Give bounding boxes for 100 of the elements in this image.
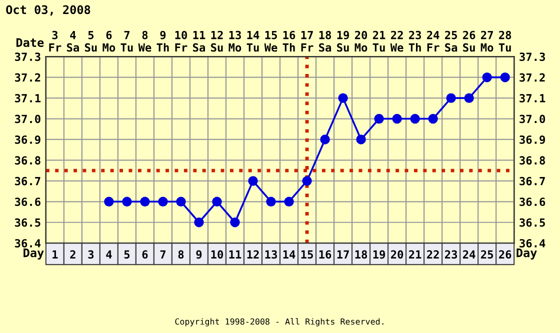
x-tick-label: 17 Fr [301, 30, 314, 52]
x2-tick-label: 1 [52, 250, 58, 258]
point [212, 196, 222, 207]
x2-tick-label: 15 [301, 250, 313, 259]
x-tick-label: 19 Su [337, 30, 349, 52]
x2-tick-label: 26 [499, 250, 512, 259]
x2-tick-label: 25 [481, 250, 494, 259]
text: Copyright 1998-2008 - All Rights Reserved. [175, 318, 384, 326]
x2-tick-label: 18 [355, 250, 368, 259]
y2-tick-label: 37.0 [520, 114, 546, 124]
x-tick-label: 16 Th [282, 30, 296, 52]
x2-tick-label: 22 [426, 250, 439, 258]
x-tick-label: 21 Tu [372, 30, 386, 52]
x-tick-label: 7 Tu [120, 30, 133, 52]
text: Day [516, 248, 537, 260]
x-tick-label: 14 Tu [246, 30, 260, 52]
x-tick-label: 12 Su [210, 30, 223, 52]
x2-tick-label: 21 [408, 250, 422, 258]
x2-tick-label: 5 [124, 250, 130, 259]
y2-tick-label: 36.8 [520, 156, 545, 165]
y-tick-label: 36.8 [14, 156, 40, 165]
x-tick-label: 13 Mo [228, 30, 242, 52]
y2-tick-label: 36.7 [520, 176, 545, 186]
x2-tick-label: 13 [265, 250, 277, 259]
x2-tick-label: 16 [319, 250, 332, 259]
point [284, 196, 294, 207]
x-tick-label: 25 Sa [444, 30, 458, 52]
point [446, 93, 456, 103]
point [194, 218, 204, 228]
point [140, 196, 150, 207]
x-tick-label: 9 Th [156, 30, 169, 52]
point [122, 196, 132, 207]
x2-tick-label: 7 [160, 250, 166, 258]
x-tick-label: 11 Sa [192, 30, 206, 52]
y-tick-label: 37.0 [14, 114, 40, 124]
point [410, 114, 420, 124]
x-tick-label: 10 Fr [175, 30, 188, 52]
y2-tick-label: 37.3 [520, 52, 545, 61]
point [266, 196, 276, 207]
x2-tick-label: 20 [390, 250, 404, 259]
x-axis-title: Date [16, 38, 44, 47]
chart-title: Oct 03, 2008 [6, 5, 90, 16]
x-tick-label: 6 Mo [102, 30, 116, 52]
x-tick-label: 15 We [264, 30, 278, 52]
x-tick-label: 28 Tu [498, 30, 512, 52]
x-tick-label: 22 We [390, 30, 404, 52]
y2-tick-label: 37.1 [520, 94, 546, 102]
x-tick-label: 5 Su [84, 30, 97, 52]
y2-tick-label: 36.5 [520, 218, 545, 227]
y-tick-label: 36.9 [14, 135, 40, 144]
x2-tick-label: 14 [283, 250, 296, 258]
x2-tick-label: 2 [70, 250, 76, 258]
x2-tick-label: 23 [444, 250, 458, 259]
y-tick-label: 37.2 [14, 73, 40, 82]
point [482, 72, 492, 82]
y-tick-label: 36.7 [14, 176, 40, 186]
x-tick-label: 8 We [138, 30, 152, 52]
x2-tick-label: 6 [142, 250, 148, 259]
point [104, 196, 114, 207]
point [248, 176, 258, 186]
y2-tick-label: 36.4 [520, 239, 546, 248]
y-tick-label: 36.6 [14, 198, 40, 206]
y2-tick-label: 36.6 [520, 198, 546, 206]
x2-tick-label: 12 [247, 250, 259, 258]
point [500, 72, 510, 82]
point [392, 114, 402, 124]
point [428, 114, 438, 124]
y-tick-label: 37.3 [14, 52, 40, 61]
x2-tick-label: 3 [88, 250, 94, 259]
y-tick-label: 36.5 [14, 218, 40, 227]
point [302, 176, 312, 186]
x-tick-label: 18 Sa [319, 30, 332, 52]
x2-tick-label: 4 [106, 250, 112, 258]
y2-tick-label: 37.2 [520, 73, 545, 82]
x2-tick-label: 17 [337, 250, 349, 258]
x2-axis-title: Day [24, 248, 44, 260]
point [158, 196, 168, 207]
x-tick-label: 23 Th [408, 30, 422, 52]
x-tick-label: 26 Su [463, 30, 476, 52]
x-tick-label: 4 Sa [66, 30, 79, 52]
y-tick-label: 36.4 [14, 239, 41, 248]
x-tick-label: 3 Fr [49, 30, 62, 52]
x2-tick-label: 11 [229, 250, 242, 258]
point [230, 218, 240, 228]
point [464, 93, 474, 103]
x2-tick-label: 10 [211, 250, 223, 259]
point [374, 114, 384, 124]
point [176, 196, 186, 207]
x-tick-label: 20 Mo [354, 30, 368, 52]
x-tick-label: 24 Fr [426, 30, 440, 52]
x2-tick-label: 9 [196, 250, 202, 259]
x2-tick-label: 24 [463, 250, 476, 258]
x-tick-label: 27 Mo [480, 30, 494, 52]
x2-tick-label: 8 [178, 250, 184, 259]
point [320, 134, 330, 144]
point [356, 134, 366, 144]
y-tick-label: 37.1 [14, 94, 41, 102]
x2-tick-label: 19 [373, 250, 386, 259]
point [338, 93, 348, 103]
y2-tick-label: 36.9 [520, 135, 545, 144]
